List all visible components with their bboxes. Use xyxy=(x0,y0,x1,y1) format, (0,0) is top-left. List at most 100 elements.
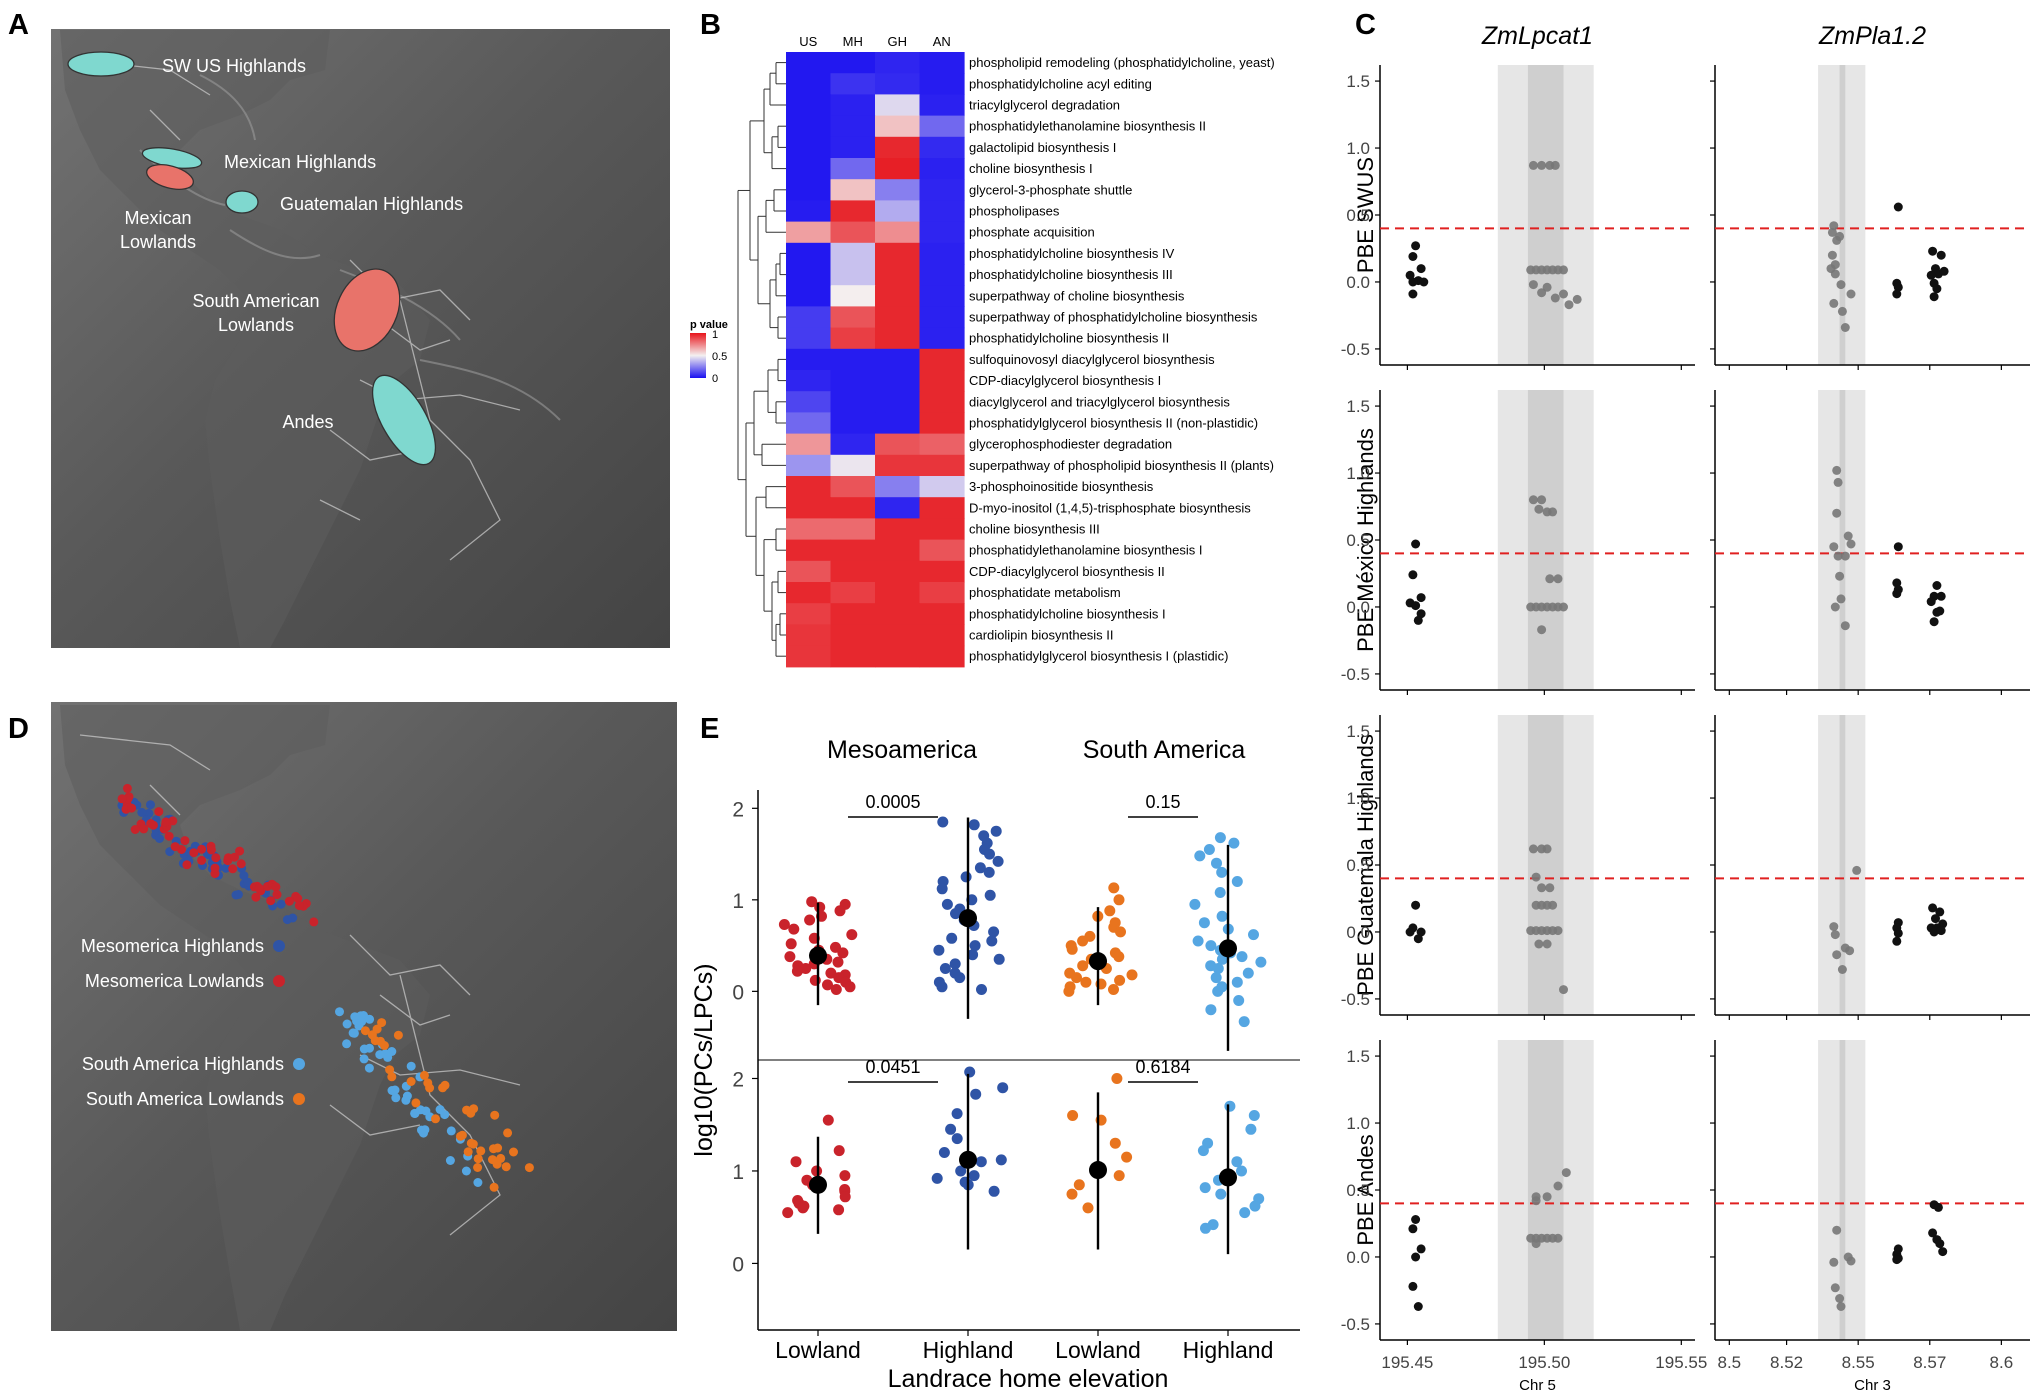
map-d-legend-dot-3 xyxy=(293,1093,305,1105)
c-point xyxy=(1411,1252,1421,1262)
c-y-tick-label: 1.5 xyxy=(1346,72,1370,91)
c-point xyxy=(1929,617,1939,627)
map-a-landmass xyxy=(60,30,430,648)
c-shade-inner xyxy=(1527,390,1564,690)
c-y-tick-label: 0.5 xyxy=(1346,856,1370,875)
heatmap-cell xyxy=(875,264,921,286)
heatmap-cell xyxy=(875,327,921,350)
heatmap-cell xyxy=(830,52,876,74)
heatmap-cell xyxy=(786,115,832,138)
heatmap-cell xyxy=(786,433,832,456)
map-a-region-label-4-0: South American xyxy=(192,291,319,311)
c-point xyxy=(1840,551,1850,561)
e-point xyxy=(1224,1100,1236,1112)
map-a-region-label-3: Guatemalan Highlands xyxy=(280,194,463,214)
heatmap-cell xyxy=(875,94,921,117)
e-point xyxy=(1214,832,1226,844)
e-point xyxy=(1212,985,1224,997)
heatmap-cell xyxy=(830,115,876,138)
c-point xyxy=(1528,495,1538,505)
heatmap-cell xyxy=(875,200,921,223)
e-point xyxy=(967,949,979,961)
heatmap-cell xyxy=(919,582,965,604)
e-y-axis-label: log10(PCs/LPCs) xyxy=(690,963,718,1156)
c-y-tick-label: -0.5 xyxy=(1341,340,1370,359)
e-mean-point xyxy=(1219,1168,1237,1187)
c-point xyxy=(1827,250,1837,260)
heatmap-column-label-0: US xyxy=(799,34,817,49)
map-d-legend-label-2: South America Highlands xyxy=(82,1054,284,1074)
heatmap-cell xyxy=(786,645,832,668)
c-point xyxy=(1416,1244,1426,1254)
heatmap-cell xyxy=(875,370,921,392)
heatmap-cell xyxy=(830,603,876,625)
map-d-dot xyxy=(372,1024,382,1034)
e-point xyxy=(1245,1123,1257,1135)
c-point xyxy=(1829,1257,1839,1267)
c-point xyxy=(1935,907,1945,917)
c-point xyxy=(1408,277,1418,287)
heatmap-cell xyxy=(919,454,965,477)
map-d-dot xyxy=(236,859,246,869)
c-point xyxy=(1830,269,1840,279)
e-point xyxy=(1203,844,1215,855)
heatmap-cell xyxy=(875,582,921,604)
heatmap-row-label-2: triacylglycerol degradation xyxy=(969,98,1120,113)
e-mean-point xyxy=(809,946,827,965)
e-point xyxy=(814,901,826,913)
c-point xyxy=(1408,289,1418,299)
heatmap-cell xyxy=(919,327,965,350)
heatmap-cell xyxy=(875,433,921,456)
map-d-dot xyxy=(349,1028,359,1038)
c-point xyxy=(1528,160,1538,170)
c-point xyxy=(1411,601,1421,611)
c-x-tick-label: 8.6 xyxy=(1990,1353,2014,1372)
c-point xyxy=(1936,250,1946,260)
heatmap-cell xyxy=(830,497,876,519)
c-point xyxy=(1832,508,1842,518)
c-y-tick-label: 0.0 xyxy=(1346,923,1370,942)
c-point xyxy=(1413,615,1423,625)
e-point xyxy=(1066,943,1078,955)
map-d-dot xyxy=(438,1083,448,1093)
map-d-dot xyxy=(391,1093,401,1103)
map-d-dot xyxy=(364,1063,374,1073)
map-d-dot xyxy=(402,1091,412,1101)
e-point xyxy=(939,963,951,974)
c-point xyxy=(1846,1256,1856,1266)
e-point xyxy=(846,929,858,941)
c-y-tick-label: 0.5 xyxy=(1346,531,1370,550)
map-d-dot xyxy=(294,901,304,911)
map-a-region-label-1: Mexican Highlands xyxy=(224,152,376,172)
c-point xyxy=(1931,914,1940,924)
e-point xyxy=(785,938,797,950)
e-point xyxy=(968,819,980,831)
e-point xyxy=(1228,837,1240,849)
e-point xyxy=(1113,1170,1125,1182)
e-point xyxy=(983,866,995,878)
heatmap-cell xyxy=(919,158,965,180)
e-pvalue-label: 0.0451 xyxy=(865,1057,920,1077)
c-point xyxy=(1852,865,1862,875)
map-d-dot xyxy=(168,816,178,826)
heatmap-cell xyxy=(786,539,832,562)
c-point xyxy=(1840,621,1850,631)
heatmap-row-label-19: superpathway of phospholipid biosynthesi… xyxy=(969,458,1274,473)
panel-label-e: E xyxy=(700,713,719,745)
map-a-region-0 xyxy=(67,51,135,77)
e-point xyxy=(951,1108,963,1120)
map-d-legend-dot-0 xyxy=(273,940,285,952)
e-point xyxy=(1109,1137,1121,1149)
map-d-dot xyxy=(271,882,281,892)
e-point xyxy=(955,1165,967,1177)
heatmap-row-label-26: phosphatidylcholine biosynthesis I xyxy=(969,606,1166,621)
heatmap-cell xyxy=(786,200,832,223)
e-point xyxy=(1205,1004,1217,1016)
map-d-dot xyxy=(421,1106,431,1116)
c-point xyxy=(1408,1224,1418,1234)
c-point xyxy=(1537,883,1547,893)
c-x-tick-label: 8.55 xyxy=(1842,1353,1875,1372)
heatmap-cell xyxy=(875,73,921,95)
heatmap-cell xyxy=(875,136,921,159)
c-column-title-1: ZmPla1.2 xyxy=(1818,22,1926,50)
